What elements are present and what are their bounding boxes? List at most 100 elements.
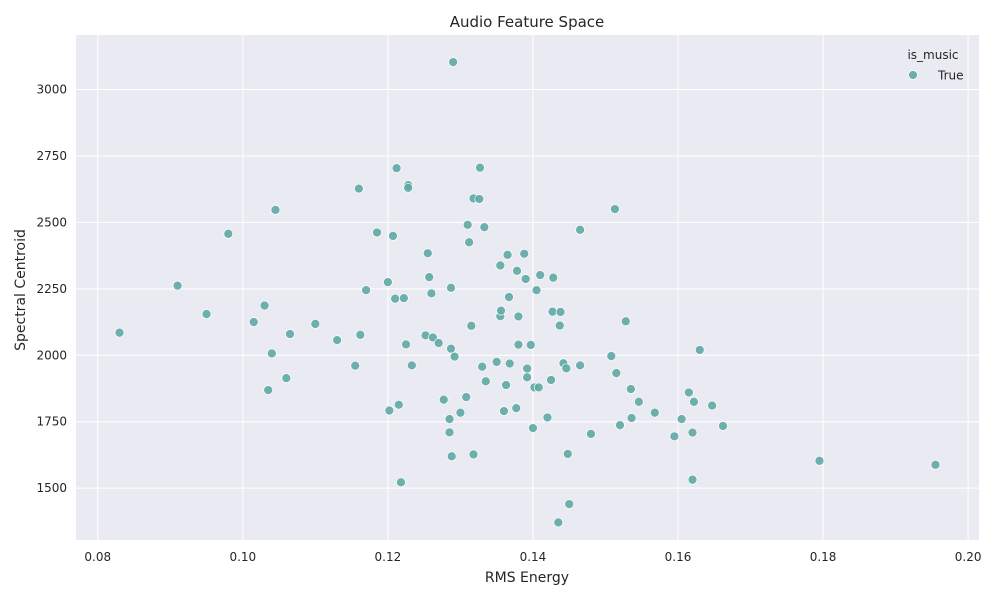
y-tick-label: 1500: [36, 481, 67, 495]
data-point: [350, 360, 361, 371]
data-point: [520, 274, 531, 284]
data-point: [388, 231, 398, 241]
data-point: [266, 348, 277, 359]
data-point: [562, 449, 573, 459]
x-tick-label: 0.14: [520, 550, 547, 564]
data-point: [499, 406, 509, 416]
data-point: [669, 431, 680, 442]
data-point: [586, 429, 596, 439]
legend: is_music True: [907, 48, 963, 83]
data-point: [522, 372, 532, 383]
data-point: [649, 407, 660, 418]
data-point: [172, 280, 183, 291]
x-tick-label: 0.16: [665, 550, 692, 564]
data-point: [504, 358, 515, 369]
x-tick-labels: 0.08 0.10 0.12 0.14 0.16 0.18 0.20: [84, 550, 981, 564]
data-point: [561, 363, 572, 374]
y-tick-label: 2500: [36, 215, 67, 229]
data-point: [475, 162, 485, 173]
data-point: [511, 403, 522, 414]
data-point: [615, 420, 625, 431]
data-point: [548, 272, 559, 283]
data-point: [281, 373, 292, 383]
data-point: [606, 351, 617, 361]
data-point: [707, 400, 717, 411]
data-point: [383, 277, 393, 288]
data-point: [542, 412, 553, 423]
data-point: [223, 228, 234, 239]
data-point: [354, 183, 364, 194]
data-point: [461, 392, 472, 402]
data-point: [620, 316, 631, 327]
data-point: [480, 376, 491, 387]
data-point: [424, 272, 435, 282]
y-tick-label: 3000: [36, 82, 67, 96]
data-point: [259, 300, 270, 311]
data-point: [930, 459, 941, 470]
data-point: [535, 270, 546, 280]
data-point: [495, 260, 506, 271]
data-point: [446, 282, 456, 293]
data-point: [114, 327, 125, 338]
data-point: [263, 385, 274, 395]
data-point: [477, 361, 488, 372]
legend-entry-label: True: [937, 69, 964, 83]
data-point: [422, 248, 433, 259]
data-point: [406, 360, 417, 371]
data-point: [446, 343, 456, 354]
data-point: [694, 345, 705, 355]
data-point: [502, 249, 513, 260]
data-point: [687, 427, 698, 438]
data-point: [513, 339, 524, 350]
data-point: [533, 382, 544, 393]
data-point: [464, 237, 474, 248]
data-point: [372, 227, 382, 238]
data-point: [519, 248, 530, 259]
data-point: [396, 477, 406, 488]
data-point: [361, 285, 371, 296]
data-point: [403, 182, 414, 193]
chart-title: Audio Feature Space: [450, 13, 605, 31]
grid: [76, 35, 979, 540]
data-point: [814, 455, 825, 466]
data-point: [444, 427, 455, 438]
x-tick-label: 0.20: [955, 550, 982, 564]
data-point: [611, 368, 622, 378]
x-tick-label: 0.12: [375, 550, 402, 564]
data-point: [531, 285, 542, 296]
data-point: [390, 293, 400, 304]
y-tick-label: 2750: [36, 149, 67, 163]
data-point: [355, 329, 366, 340]
x-tick-label: 0.10: [229, 550, 256, 564]
data-point: [512, 265, 522, 276]
data-point: [427, 332, 438, 343]
data-point: [310, 319, 321, 329]
y-tick-label: 2250: [36, 282, 67, 296]
data-point: [248, 317, 259, 327]
x-tick-label: 0.18: [810, 550, 837, 564]
data-point: [401, 339, 411, 350]
data-point: [438, 394, 449, 405]
y-tick-label: 2000: [36, 348, 67, 362]
data-point: [479, 222, 490, 233]
data-point: [449, 351, 460, 362]
data-point: [513, 311, 524, 322]
data-point: [684, 387, 694, 398]
data-point: [466, 320, 477, 331]
y-axis-label: Spectral Centroid: [13, 229, 29, 351]
data-point: [626, 413, 637, 423]
data-point: [575, 224, 585, 235]
data-point: [553, 517, 564, 528]
data-point: [270, 205, 281, 215]
legend-title: is_music: [907, 48, 958, 62]
data-point: [332, 335, 342, 345]
data-point: [718, 421, 728, 431]
y-tick-label: 1750: [36, 415, 67, 429]
data-point: [676, 414, 687, 424]
data-point: [522, 363, 532, 374]
points: [114, 57, 941, 528]
data-point: [491, 357, 502, 367]
data-point: [501, 380, 511, 390]
data-point: [555, 307, 566, 317]
data-point: [433, 338, 444, 348]
